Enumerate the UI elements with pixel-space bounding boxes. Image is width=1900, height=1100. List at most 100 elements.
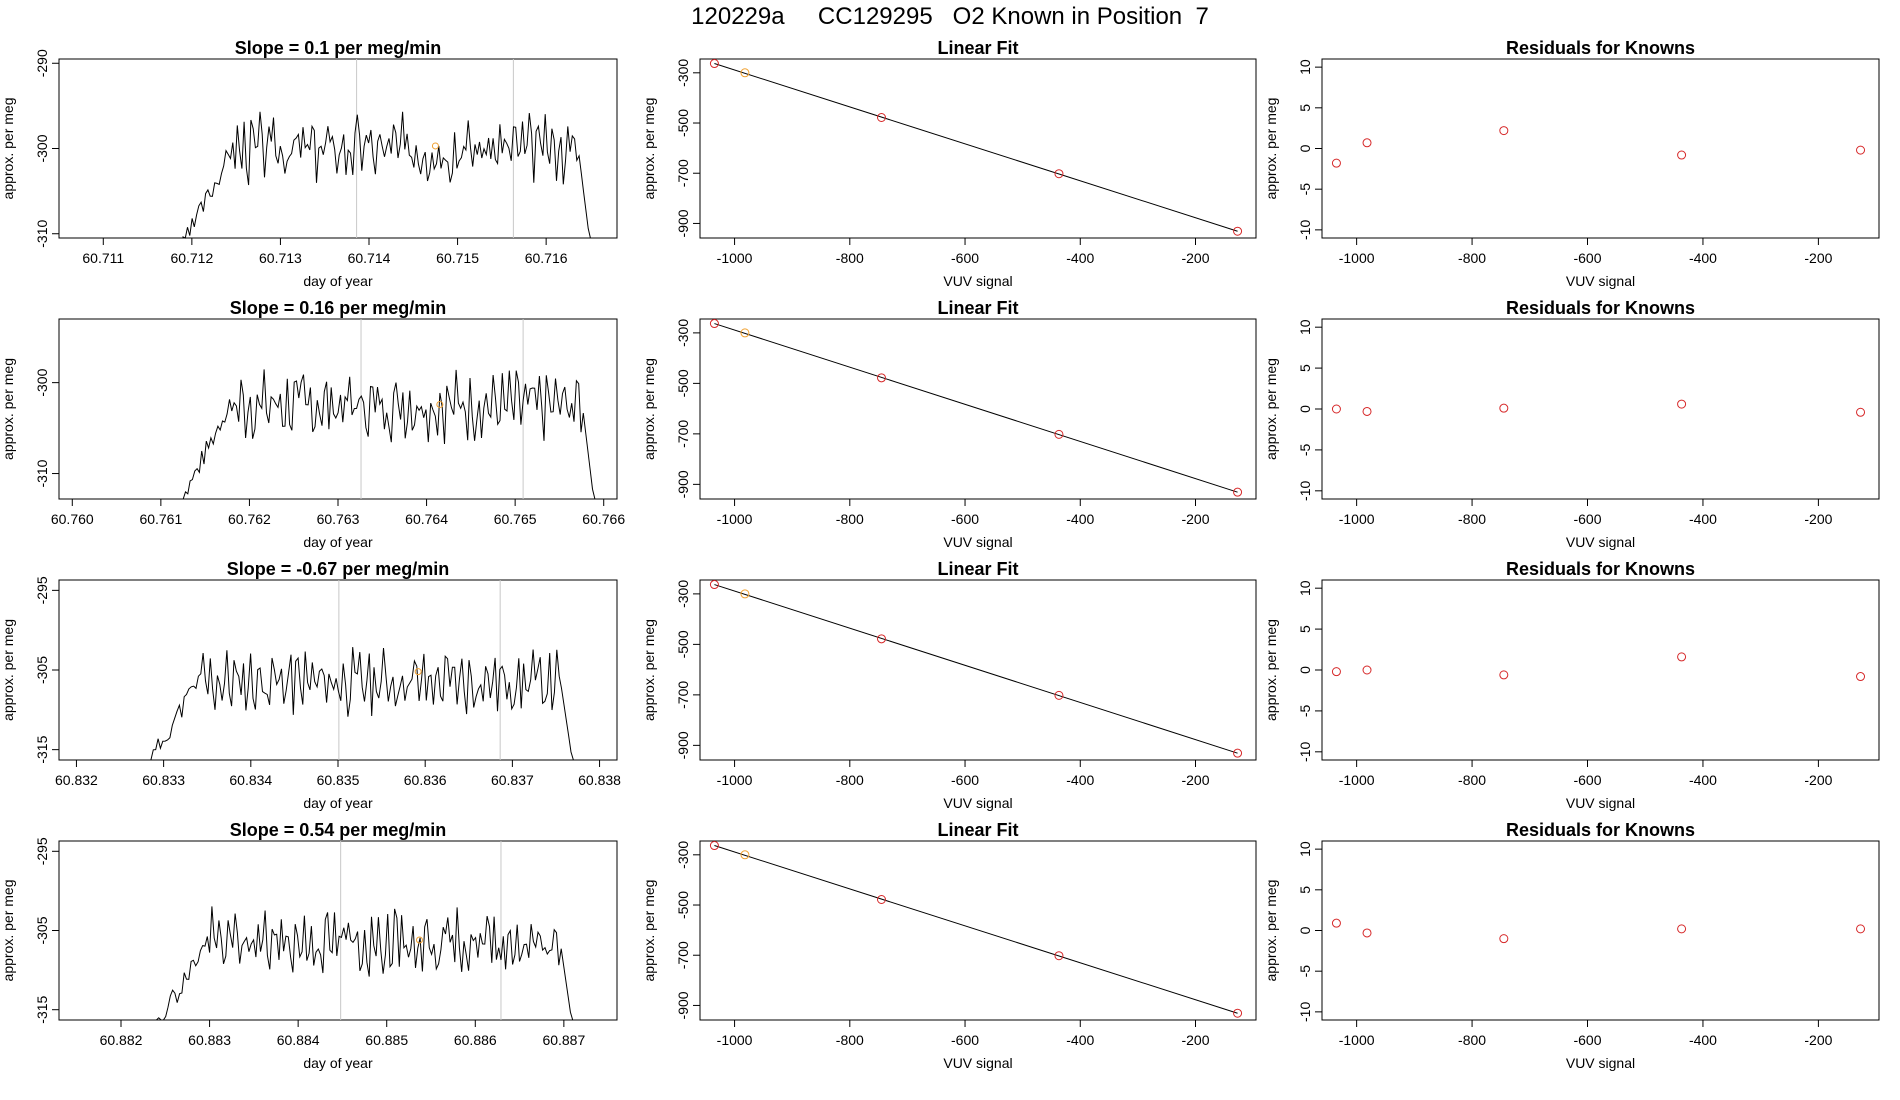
y-tick-label: -700	[675, 941, 691, 969]
y-tick-label: -5	[1297, 183, 1313, 196]
chart-title: Residuals for Knowns	[1506, 298, 1695, 318]
x-tick-label: 60.766	[582, 511, 625, 527]
y-axis-label: approx. per meg	[1263, 358, 1279, 460]
x-tick-label: 60.885	[365, 1032, 408, 1048]
y-tick-label: -10	[1297, 220, 1313, 240]
y-tick-label: 10	[1297, 319, 1313, 335]
x-tick-label: 60.763	[317, 511, 360, 527]
x-tick-label: 60.712	[170, 250, 213, 266]
x-axis-label: VUV signal	[1566, 534, 1635, 550]
y-tick-label: 10	[1297, 59, 1313, 75]
chart-panel-10: Slope = 0.54 per meg/min day of year appro…	[0, 820, 618, 1071]
x-tick-label: 60.714	[348, 250, 391, 266]
y-axis-label: approx. per meg	[641, 98, 657, 200]
y-tick-label: -10	[1297, 741, 1313, 761]
fit-line	[714, 63, 1238, 232]
x-tick-label: -200	[1181, 772, 1209, 788]
x-tick-label: -800	[1458, 250, 1486, 266]
chart-title: Linear Fit	[937, 559, 1018, 579]
chart-title: Residuals for Knowns	[1506, 820, 1695, 840]
data-point	[709, 580, 719, 590]
plot-frame	[1321, 318, 1880, 500]
data-point	[1677, 399, 1687, 409]
chart-title: Linear Fit	[937, 38, 1018, 58]
highlight-marker	[414, 668, 422, 676]
data-point	[1054, 690, 1064, 700]
x-tick-label: -800	[1458, 772, 1486, 788]
highlight-marker	[431, 142, 439, 150]
x-tick-label: -600	[951, 1032, 979, 1048]
signal-trace	[79, 111, 591, 239]
y-tick-label: -5	[1297, 965, 1313, 978]
y-axis-label: approx. per meg	[641, 619, 657, 721]
y-tick-label: -10	[1297, 1002, 1313, 1022]
data-point	[1331, 667, 1341, 677]
chart-panel-8: Linear Fit VUV signal approx. per meg -1000…	[641, 559, 1257, 811]
x-tick-label: -600	[1573, 511, 1601, 527]
data-point	[1499, 934, 1509, 944]
data-point	[1362, 665, 1372, 675]
x-tick-label: 60.834	[229, 772, 272, 788]
plot-frame	[1321, 579, 1880, 761]
x-tick-label: 60.716	[525, 250, 568, 266]
x-tick-label: -200	[1804, 772, 1832, 788]
x-tick-label: -800	[1458, 1032, 1486, 1048]
highlight-marker	[415, 936, 423, 944]
y-tick-label: 0	[1297, 144, 1313, 152]
y-axis-label: approx. per meg	[0, 98, 16, 200]
data-point	[1362, 406, 1372, 416]
y-tick-label: -310	[34, 459, 50, 487]
x-axis-label: day of year	[303, 1055, 373, 1071]
data-point	[1233, 487, 1243, 497]
signal-trace	[79, 906, 574, 1021]
y-tick-label: 0	[1297, 405, 1313, 413]
y-tick-label: 5	[1297, 364, 1313, 372]
x-axis-label: VUV signal	[1566, 1055, 1635, 1071]
x-tick-label: -400	[1689, 511, 1717, 527]
x-tick-label: -800	[836, 772, 864, 788]
x-tick-label: 60.836	[404, 772, 447, 788]
plot-frame	[58, 318, 618, 500]
x-tick-label: 60.833	[142, 772, 185, 788]
x-tick-label: -600	[951, 511, 979, 527]
y-tick-label: -900	[675, 209, 691, 237]
y-axis-label: approx. per meg	[1263, 880, 1279, 982]
chart-title: Slope = 0.1 per meg/min	[235, 38, 442, 58]
x-tick-label: 60.715	[436, 250, 479, 266]
x-tick-label: 60.761	[139, 511, 182, 527]
y-tick-label: 10	[1297, 580, 1313, 596]
data-point	[740, 589, 750, 599]
y-axis-label: approx. per meg	[0, 358, 16, 460]
y-tick-label: -315	[34, 735, 50, 763]
data-point	[1054, 169, 1064, 179]
x-tick-label: 60.764	[405, 511, 448, 527]
x-tick-label: -1000	[1339, 511, 1375, 527]
x-tick-label: 60.762	[228, 511, 271, 527]
y-tick-label: -290	[34, 49, 50, 77]
x-tick-label: 60.837	[491, 772, 534, 788]
data-point	[1233, 748, 1243, 758]
x-tick-label: -200	[1804, 511, 1832, 527]
x-axis-label: VUV signal	[943, 795, 1012, 811]
x-axis-label: day of year	[303, 534, 373, 550]
data-point	[1499, 403, 1509, 413]
data-point	[1054, 429, 1064, 439]
data-point	[740, 68, 750, 78]
y-axis-label: approx. per meg	[0, 880, 16, 982]
x-tick-label: -800	[836, 511, 864, 527]
page-title: 120229a CC129295 O2 Known in Position 7	[691, 3, 1209, 30]
plot-frame	[699, 318, 1257, 500]
y-tick-label: 0	[1297, 666, 1313, 674]
data-point	[1331, 158, 1341, 168]
chart-panel-12: Residuals for Knowns VUV signal approx. pe…	[1263, 820, 1880, 1071]
x-tick-label: -200	[1804, 250, 1832, 266]
data-point	[876, 112, 886, 122]
y-tick-label: -300	[675, 841, 691, 869]
x-tick-label: -600	[951, 250, 979, 266]
chart-panel-4: Slope = 0.16 per meg/min day of year appro…	[0, 298, 625, 550]
data-point	[1677, 652, 1687, 662]
data-point	[1331, 404, 1341, 414]
x-tick-label: 60.883	[188, 1032, 231, 1048]
x-axis-label: VUV signal	[1566, 795, 1635, 811]
chart-panel-3: Residuals for Knowns VUV signal approx. pe…	[1263, 38, 1880, 289]
